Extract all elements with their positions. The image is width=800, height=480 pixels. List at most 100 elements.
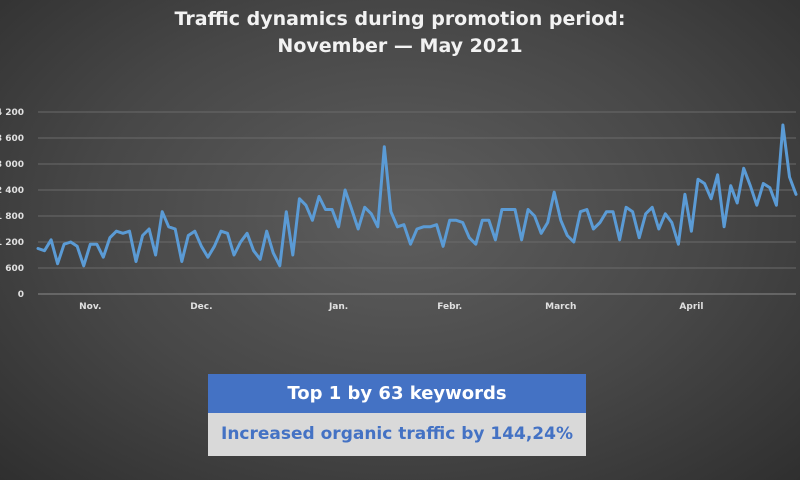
data-point bbox=[161, 210, 164, 213]
data-point bbox=[357, 227, 360, 231]
x-tick-label: March bbox=[545, 302, 576, 312]
data-point bbox=[513, 208, 517, 211]
data-point bbox=[62, 243, 66, 246]
data-point bbox=[781, 123, 785, 127]
data-point bbox=[703, 182, 706, 185]
data-point bbox=[566, 234, 569, 237]
traffic-series-line bbox=[36, 123, 798, 268]
data-point bbox=[716, 173, 719, 176]
data-point bbox=[49, 238, 53, 241]
callout-subline: Increased organic traffic by 144,24% bbox=[208, 413, 586, 456]
data-point bbox=[69, 240, 72, 244]
line-chart: 0 600 1 200 1 800 2 400 3 000 3 600 4 200 Nov. De… bbox=[0, 108, 798, 312]
data-point bbox=[213, 245, 216, 248]
data-point bbox=[559, 219, 562, 222]
data-point bbox=[526, 208, 530, 211]
data-point bbox=[383, 145, 386, 148]
y-tick-label: 4 200 bbox=[0, 108, 24, 118]
data-point bbox=[252, 249, 255, 252]
data-point bbox=[592, 227, 595, 231]
data-point bbox=[56, 262, 59, 265]
data-point bbox=[187, 234, 190, 237]
data-point bbox=[742, 167, 745, 170]
data-point bbox=[402, 223, 406, 226]
data-point bbox=[709, 197, 713, 200]
data-point bbox=[670, 221, 673, 224]
data-point bbox=[696, 178, 700, 181]
data-point bbox=[415, 227, 419, 231]
data-point bbox=[474, 243, 477, 246]
data-point bbox=[683, 193, 687, 196]
y-tick-label: 3 600 bbox=[0, 134, 24, 144]
y-tick-label: 1 800 bbox=[0, 212, 24, 222]
data-point bbox=[200, 245, 203, 248]
y-tick-label: 600 bbox=[5, 264, 24, 274]
data-point bbox=[494, 238, 497, 241]
data-point bbox=[272, 251, 275, 254]
data-point bbox=[794, 193, 798, 196]
chart-title: Traffic dynamics during promotion period… bbox=[0, 6, 800, 60]
data-point bbox=[389, 210, 393, 213]
data-point bbox=[598, 221, 602, 224]
data-point bbox=[102, 256, 105, 259]
data-point bbox=[298, 197, 301, 200]
data-point bbox=[128, 230, 131, 233]
data-point bbox=[605, 210, 608, 213]
data-point bbox=[121, 232, 125, 235]
data-point bbox=[736, 201, 739, 205]
data-point bbox=[579, 210, 582, 213]
data-point bbox=[441, 245, 445, 248]
x-tick-label: Febr. bbox=[437, 302, 462, 312]
data-point bbox=[409, 243, 412, 246]
data-point bbox=[540, 232, 543, 235]
data-point bbox=[729, 184, 732, 187]
data-point bbox=[507, 208, 510, 211]
data-point bbox=[481, 219, 484, 222]
x-tick-label: Dec. bbox=[190, 302, 212, 312]
data-point bbox=[677, 243, 680, 246]
data-point bbox=[337, 225, 340, 228]
data-point bbox=[350, 208, 353, 211]
x-tick-label: Jan. bbox=[328, 302, 348, 312]
data-point bbox=[36, 247, 40, 250]
data-point bbox=[141, 234, 144, 237]
data-point bbox=[291, 253, 294, 257]
data-point bbox=[167, 225, 170, 228]
data-point bbox=[624, 206, 628, 209]
data-point bbox=[553, 191, 556, 194]
data-point bbox=[664, 212, 667, 215]
y-tick-label: 2 400 bbox=[0, 186, 24, 196]
data-point bbox=[657, 227, 660, 231]
result-callout: Top 1 by 63 keywords Increased organic t… bbox=[208, 374, 586, 456]
callout-headline: Top 1 by 63 keywords bbox=[208, 374, 586, 413]
data-point bbox=[500, 208, 504, 211]
data-point bbox=[206, 256, 210, 259]
data-point bbox=[487, 219, 491, 222]
data-point bbox=[638, 236, 641, 239]
data-point bbox=[455, 219, 458, 222]
data-point bbox=[232, 253, 236, 257]
data-point bbox=[461, 221, 464, 224]
data-point bbox=[722, 225, 726, 228]
x-tick-label: April bbox=[679, 302, 703, 312]
data-point bbox=[520, 238, 523, 241]
data-point bbox=[304, 204, 308, 207]
data-point bbox=[585, 208, 589, 211]
data-point bbox=[762, 182, 765, 185]
data-point bbox=[324, 208, 327, 211]
chart-title-line2: November — May 2021 bbox=[277, 35, 523, 57]
data-point bbox=[180, 260, 183, 263]
data-point bbox=[89, 243, 92, 246]
data-point bbox=[259, 258, 262, 261]
data-point bbox=[343, 188, 347, 192]
data-point bbox=[690, 230, 693, 233]
data-point bbox=[572, 240, 575, 244]
data-point bbox=[108, 236, 112, 239]
data-point bbox=[174, 227, 177, 231]
data-point bbox=[239, 240, 242, 244]
data-point bbox=[768, 186, 772, 189]
data-point bbox=[115, 230, 118, 233]
data-point bbox=[82, 264, 85, 267]
data-point bbox=[428, 225, 432, 228]
y-tick-label: 1 200 bbox=[0, 238, 24, 248]
